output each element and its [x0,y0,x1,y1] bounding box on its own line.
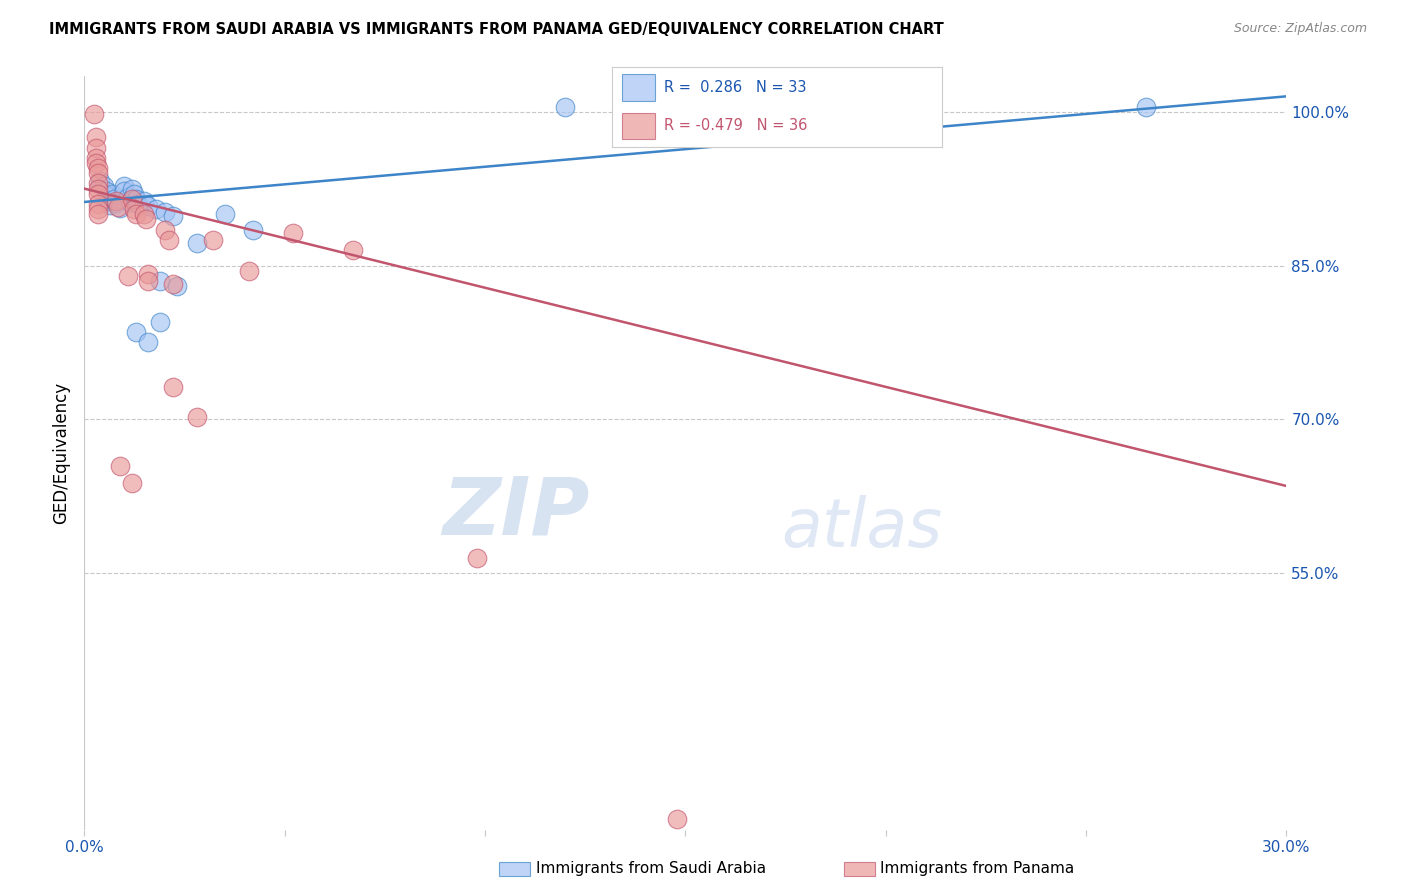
Point [554,99,576,113]
Point [117,268,139,283]
Point [138,199,160,213]
Point [100,198,122,212]
Point [162,379,184,393]
Point [89,174,111,188]
Point [117,190,139,204]
Point [97,189,120,203]
Text: Immigrants from Panama: Immigrants from Panama [880,862,1074,876]
Point [97,194,120,208]
Point [87,197,110,211]
Point [127,197,149,211]
Point [87,186,110,201]
Point [125,207,148,221]
Text: ZIP: ZIP [441,474,589,552]
Point [281,226,304,240]
Point [121,475,143,490]
Point [110,458,132,473]
Point [120,194,142,209]
Point [138,267,160,281]
Text: Source: ZipAtlas.com: Source: ZipAtlas.com [1233,22,1367,36]
Point [465,550,488,565]
Point [86,140,108,154]
Point [138,335,160,350]
Point [110,201,132,215]
Point [166,279,188,293]
Point [121,192,143,206]
Point [153,205,176,219]
Point [105,196,128,211]
Point [186,410,208,425]
Point [214,207,236,221]
Point [238,263,260,277]
Point [87,207,110,221]
Point [87,181,110,195]
Point [134,194,156,208]
Point [342,243,364,257]
Point [666,813,689,827]
Point [138,274,160,288]
Text: R = -0.479   N = 36: R = -0.479 N = 36 [665,119,808,134]
Point [114,184,135,198]
Point [242,222,264,236]
Point [96,184,118,198]
Point [114,178,135,193]
Point [186,235,208,250]
Point [121,181,143,195]
Point [86,151,108,165]
Y-axis label: GED/Equivalency: GED/Equivalency [52,382,70,524]
Point [149,274,172,288]
Point [145,202,167,216]
Text: IMMIGRANTS FROM SAUDI ARABIA VS IMMIGRANTS FROM PANAMA GED/EQUIVALENCY CORRELATI: IMMIGRANTS FROM SAUDI ARABIA VS IMMIGRAN… [49,22,943,37]
Point [157,233,180,247]
Point [105,194,128,208]
Point [87,177,110,191]
Point [135,212,157,227]
Bar [621,74,655,101]
Point [125,192,148,206]
Point [83,107,105,121]
Point [86,130,108,145]
Point [87,202,110,216]
Point [125,325,148,339]
Point [93,178,115,193]
Point [1135,99,1157,113]
Point [87,166,110,180]
Point [134,207,156,221]
Point [101,186,124,201]
Point [86,156,108,170]
Bar [621,112,655,139]
Point [87,161,110,175]
Point [124,202,146,216]
Point [162,277,184,291]
Text: atlas: atlas [782,495,942,561]
Point [107,200,129,214]
Point [103,192,125,206]
Text: Immigrants from Saudi Arabia: Immigrants from Saudi Arabia [536,862,766,876]
Point [149,315,172,329]
Point [201,233,224,247]
Point [162,210,184,224]
Point [153,222,176,236]
Text: R =  0.286   N = 33: R = 0.286 N = 33 [665,80,807,95]
Point [124,186,146,201]
